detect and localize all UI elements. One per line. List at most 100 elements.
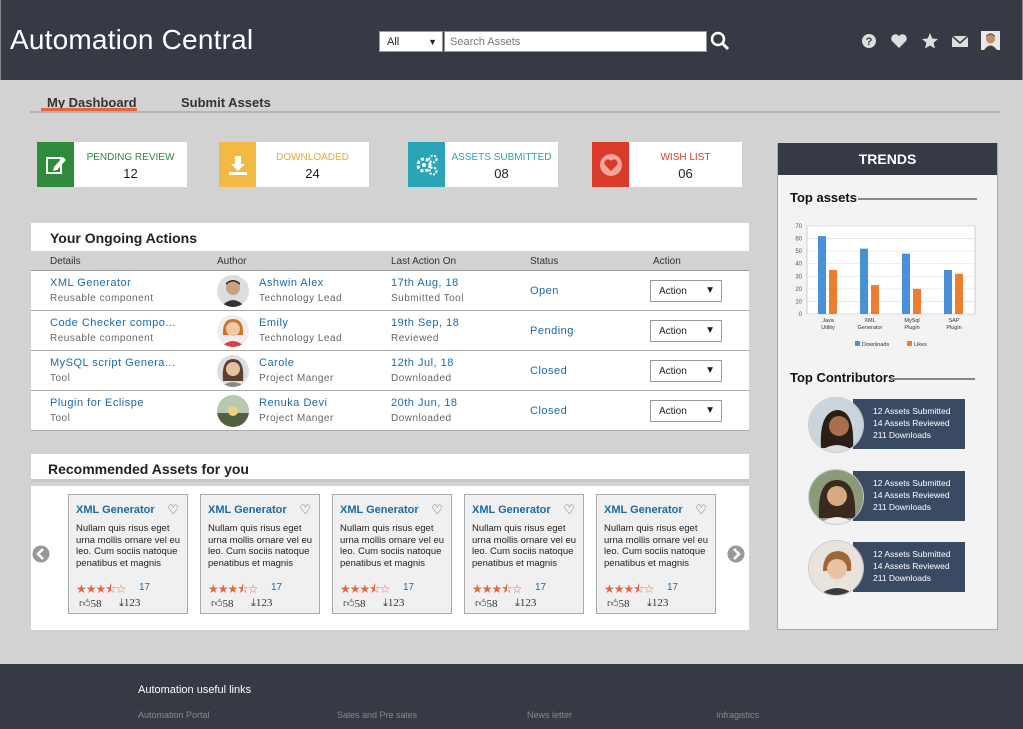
- heart-circle-icon: [592, 142, 629, 187]
- card-title[interactable]: XML Generator: [472, 504, 551, 516]
- stat-wish-list[interactable]: WISH LIST 06: [592, 142, 742, 187]
- stat-downloaded[interactable]: DOWNLOADED 24: [219, 142, 369, 187]
- action-date: 20th Jun, 18: [391, 397, 458, 409]
- author-name[interactable]: Carole: [259, 357, 295, 369]
- chart-bar: [860, 248, 868, 314]
- card-title[interactable]: XML Generator: [76, 504, 155, 516]
- user-avatar[interactable]: [981, 31, 1000, 50]
- stat-label: ASSETS SUBMITTED: [451, 152, 552, 163]
- download-icon: ⤓: [251, 597, 256, 609]
- heart-outline-icon[interactable]: ♡: [299, 502, 311, 517]
- table-row: XML Generator Reusable component Ashwin …: [31, 271, 749, 311]
- col-last-action: Last Action On: [391, 256, 457, 267]
- author-name[interactable]: Emily: [259, 317, 289, 329]
- col-author: Author: [217, 256, 247, 267]
- action-dropdown[interactable]: Action ▼: [650, 280, 722, 302]
- submitted-count: 12 Assets Submitted: [873, 478, 951, 488]
- tab-submit-assets[interactable]: Submit Assets: [181, 95, 271, 110]
- chart-y-tick: 20: [795, 287, 802, 293]
- action-activity: Downloaded: [391, 373, 452, 384]
- footer: [0, 664, 1023, 729]
- stat-label: WISH LIST: [660, 152, 711, 163]
- chart-bar: [829, 270, 837, 314]
- card-title[interactable]: XML Generator: [604, 504, 683, 516]
- action-activity: Reviewed: [391, 333, 439, 344]
- table-header: [31, 251, 749, 271]
- search-input[interactable]: [444, 31, 707, 52]
- top-assets-title: Top assets: [790, 190, 857, 205]
- action-dropdown[interactable]: Action ▼: [650, 400, 722, 422]
- search-icon[interactable]: [710, 31, 730, 51]
- asset-card[interactable]: XML Generator ♡ Nullam quis risus eget u…: [68, 494, 188, 614]
- heart-outline-icon[interactable]: ♡: [167, 502, 179, 517]
- rating-stars-icon: ★★★⯪☆: [340, 582, 390, 596]
- asset-name-link[interactable]: XML Generator: [50, 277, 132, 289]
- chevron-down-icon: ▼: [428, 37, 437, 47]
- asset-card[interactable]: XML Generator ♡ Nullam quis risus eget u…: [596, 494, 716, 614]
- footer-link[interactable]: News letter: [527, 710, 573, 720]
- like-count: 58: [354, 598, 366, 610]
- like-count: 58: [618, 598, 630, 610]
- card-title[interactable]: XML Generator: [208, 504, 287, 516]
- chart-y-tick: 30: [795, 274, 802, 280]
- stat-value: 24: [305, 166, 320, 181]
- download-icon: [219, 142, 256, 187]
- footer-link[interactable]: Sales and Pre sales: [337, 710, 418, 720]
- action-activity: Submitted Tool: [391, 293, 464, 304]
- footer-link[interactable]: Infragistics: [716, 710, 760, 720]
- stat-label: DOWNLOADED: [276, 152, 349, 163]
- asset-card[interactable]: XML Generator ♡ Nullam quis risus eget u…: [464, 494, 584, 614]
- status-text: Closed: [530, 405, 568, 417]
- category-value: All: [387, 36, 400, 48]
- chart-bar: [871, 285, 879, 314]
- category-select[interactable]: All ▼: [379, 31, 443, 52]
- submitted-count: 12 Assets Submitted: [873, 406, 951, 416]
- contributor-card[interactable]: 12 Assets Submitted 14 Assets Reviewed 211…: [808, 397, 968, 453]
- like-count: 58: [222, 598, 234, 610]
- asset-name-link[interactable]: Plugin for Eclispe: [50, 397, 144, 409]
- chart-bar: [913, 288, 921, 314]
- stat-assets-submitted[interactable]: ASSETS SUBMITTED 08: [408, 142, 558, 187]
- review-count: 17: [535, 582, 547, 593]
- mail-icon[interactable]: [951, 32, 969, 50]
- card-title[interactable]: XML Generator: [340, 504, 419, 516]
- heart-icon[interactable]: [890, 32, 908, 50]
- review-count: 17: [667, 582, 679, 593]
- chart-x-tick: MySql: [904, 318, 919, 324]
- heart-outline-icon[interactable]: ♡: [563, 502, 575, 517]
- card-description: Nullam quis risus eget urna mollis ornar…: [472, 523, 577, 569]
- ongoing-actions-header: [31, 223, 749, 251]
- tab-my-dashboard[interactable]: My Dashboard: [47, 95, 137, 110]
- asset-name-link[interactable]: MySQL script Genera...: [50, 357, 176, 369]
- asset-card[interactable]: XML Generator ♡ Nullam quis risus eget u…: [332, 494, 452, 614]
- contributor-card[interactable]: 12 Assets Submitted 14 Assets Reviewed 211…: [808, 469, 968, 525]
- downloads-count: 211 Downloads: [873, 573, 931, 583]
- help-icon[interactable]: ?: [861, 32, 879, 50]
- author-name[interactable]: Renuka Devi: [259, 397, 328, 409]
- chart-y-tick: 60: [795, 237, 802, 243]
- heart-outline-icon[interactable]: ♡: [431, 502, 443, 517]
- contributor-card[interactable]: 12 Assets Submitted 14 Assets Reviewed 211…: [808, 540, 968, 596]
- star-icon[interactable]: [921, 32, 939, 50]
- rating-stars-icon: ★★★⯪☆: [76, 582, 126, 596]
- author-name[interactable]: Ashwin Alex: [259, 277, 324, 289]
- action-label: Action: [659, 406, 687, 417]
- footer-link[interactable]: Automation Portal: [138, 710, 210, 720]
- arrow-left-icon[interactable]: [32, 545, 50, 563]
- table-row: Code Checker compo... Reusable component…: [31, 311, 749, 351]
- asset-card[interactable]: XML Generator ♡ Nullam quis risus eget u…: [200, 494, 320, 614]
- active-tab-underline: [41, 108, 137, 111]
- arrow-right-icon[interactable]: [727, 545, 745, 563]
- download-icon: ⤓: [647, 597, 652, 609]
- action-dropdown[interactable]: Action ▼: [650, 320, 722, 342]
- download-icon: ⤓: [119, 597, 124, 609]
- avatar: [217, 315, 249, 347]
- action-activity: Downloaded: [391, 413, 452, 424]
- thumbs-up-icon: 👍︎: [343, 598, 355, 610]
- section-rule: [890, 378, 975, 380]
- heart-outline-icon[interactable]: ♡: [695, 502, 707, 517]
- chart-bar: [818, 236, 826, 314]
- stat-pending-review[interactable]: PENDING REVIEW 12: [37, 142, 187, 187]
- asset-name-link[interactable]: Code Checker compo...: [50, 317, 177, 329]
- action-dropdown[interactable]: Action ▼: [650, 360, 722, 382]
